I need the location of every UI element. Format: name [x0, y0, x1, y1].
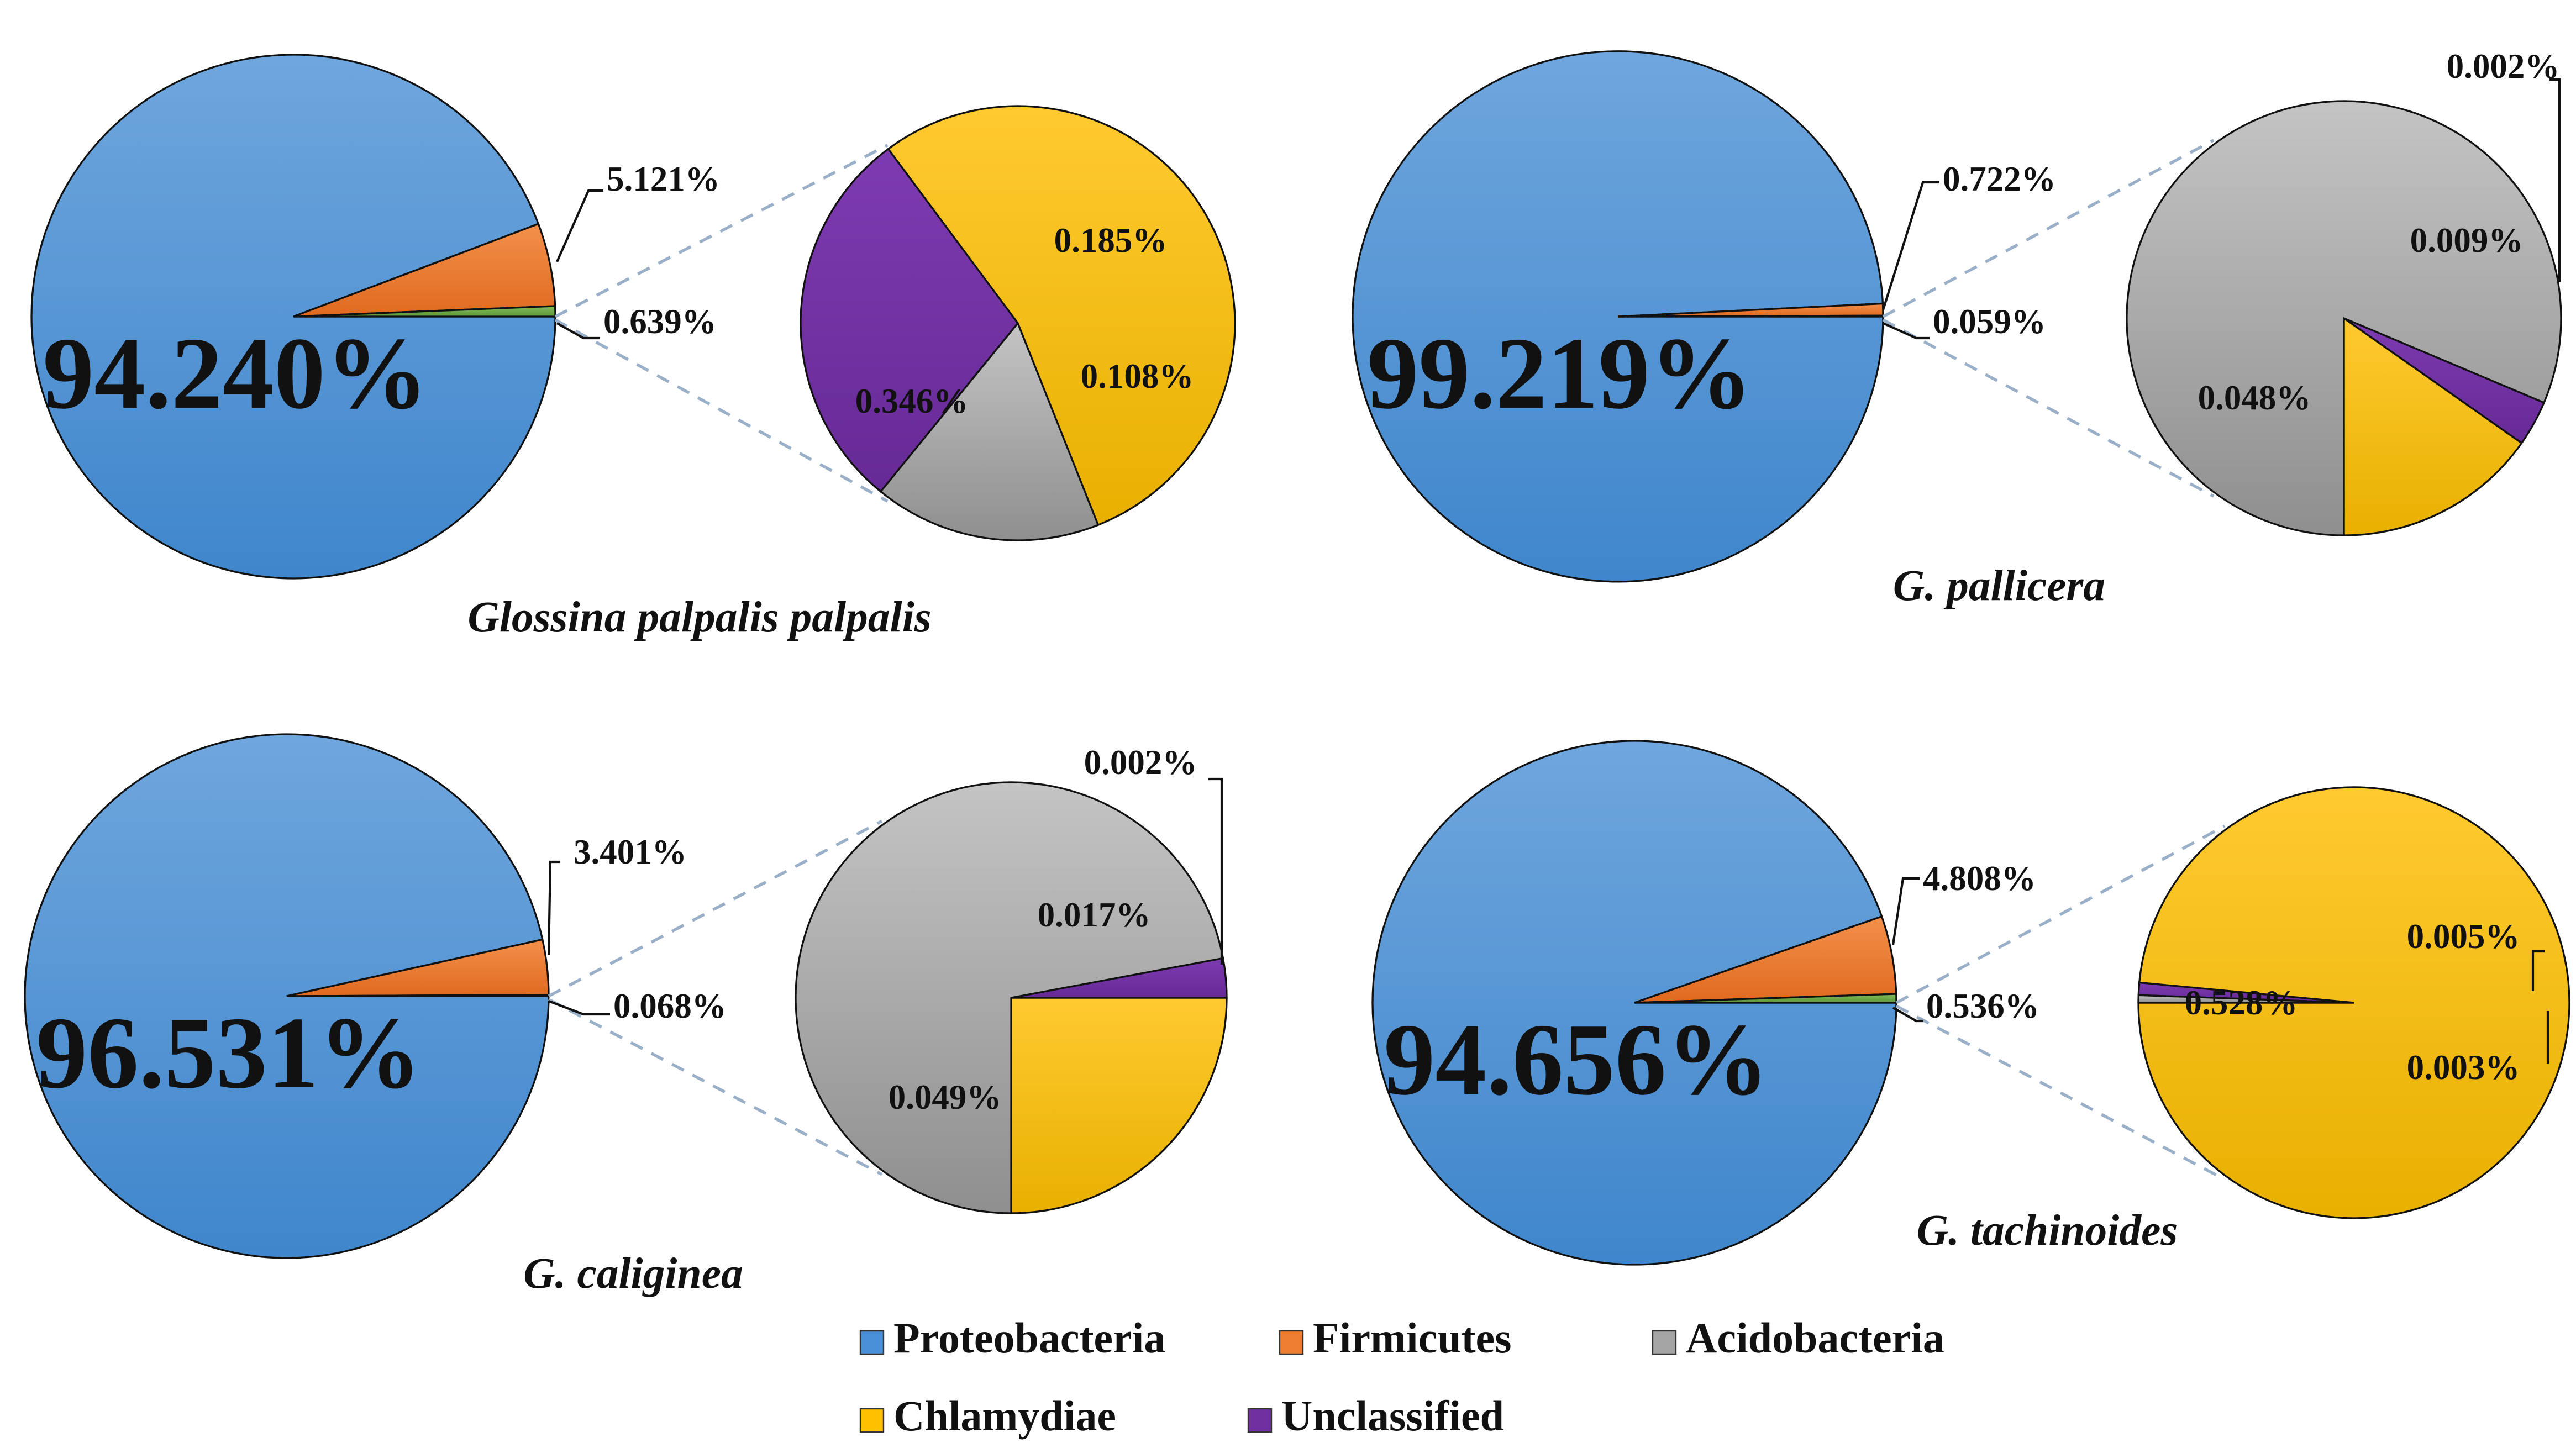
legend-swatch: [1279, 1330, 1304, 1355]
main-label-firmicutes: 0.722%: [1943, 160, 2056, 198]
detail-label-acidobacteria: 0.049%: [889, 1078, 1002, 1117]
legend-label: Firmicutes: [1313, 1314, 1512, 1362]
connector-line-bottom: [554, 318, 889, 503]
detail-slice-acidobacteria: [879, 321, 1100, 541]
legend-label: Chlamydiae: [893, 1392, 1116, 1440]
legend-item-chlamydiae: Chlamydiae: [859, 1392, 1116, 1440]
main-label-firmicutes: 4.808%: [1923, 859, 2036, 898]
main-label-proteobacteria: 94.656%: [1384, 1003, 1769, 1117]
detail-label-acidobacteria: 0.003%: [2407, 1048, 2520, 1087]
legend-item-proteobacteria: Proteobacteria: [859, 1314, 1165, 1362]
main-label-other: 0.536%: [1926, 987, 2039, 1025]
legend-swatch: [859, 1330, 885, 1355]
detail-slice-chlamydiae: [887, 105, 1236, 527]
main-slice-proteobacteria: [1371, 740, 1897, 1266]
detail-leader-unclassified: [1208, 777, 1223, 965]
main-slice-firmicutes: [293, 223, 556, 318]
legend-item-firmicutes: Firmicutes: [1279, 1314, 1512, 1362]
leader-line-other: [1892, 1007, 1923, 1023]
leader-line-other: [556, 322, 600, 340]
pie-title: Glossina palpalis palpalis: [467, 593, 931, 641]
connector-line-top: [1895, 824, 2226, 1004]
detail-leader-unclassified: [2531, 950, 2545, 991]
detail-label-unclassified: 0.002%: [2447, 47, 2560, 86]
connector-line-bottom: [548, 998, 883, 1176]
pie-title: G. pallicera: [1893, 561, 2105, 610]
detail-label-chlamydiae: 0.017%: [1038, 896, 1151, 934]
detail-label-unclassified: 0.002%: [1084, 743, 1197, 782]
detail-slice-acidobacteria: [795, 781, 1224, 1214]
main-label-proteobacteria: 94.240%: [43, 317, 428, 430]
pie-title: G. tachinoides: [1917, 1206, 2178, 1255]
detail-slice-acidobacteria: [2137, 994, 2354, 1004]
leader-line-other: [1883, 322, 1930, 340]
connector-line-bottom: [1895, 1004, 2226, 1181]
main-label-proteobacteria: 99.219%: [1367, 317, 1753, 430]
leader-line-firmicutes: [556, 189, 603, 262]
legend: Proteobacteria Firmicutes Acidobacteria Chl…: [859, 1314, 1944, 1440]
main-label-other: 0.059%: [1933, 302, 2046, 341]
detail-slice-chlamydiae: [2343, 316, 2523, 536]
connector-line-bottom: [1882, 318, 2215, 498]
connector-line-top: [548, 819, 883, 998]
detail-slice-chlamydiae: [1010, 997, 1228, 1214]
legend-item-unclassified: Unclassified: [1247, 1392, 1504, 1440]
pie-panel-4: 94.656% 4.808% 0.536% 0.528% 0.005% 0.003% G. …: [1371, 740, 2570, 1266]
leader-line-firmicutes: [1891, 877, 1920, 945]
legend-label: Unclassified: [1281, 1392, 1504, 1440]
connector-line-top: [554, 144, 889, 318]
detail-slice-acidobacteria: [2126, 100, 2562, 536]
main-label-other: 0.639%: [603, 302, 717, 341]
pie-panel-3: 96.531% 3.401% 0.068% 0.017% 0.002% 0.049% G. …: [24, 733, 1228, 1298]
detail-label-acidobacteria: 0.048%: [2198, 378, 2311, 417]
detail-leader-unclassified: [2549, 78, 2561, 282]
leader-line-firmicutes: [547, 860, 560, 955]
detail-label-unclassified: 0.185%: [1054, 221, 1168, 260]
legend-label: Acidobacteria: [1686, 1314, 1944, 1362]
legend-label: Proteobacteria: [893, 1314, 1165, 1362]
detail-slice-unclassified: [800, 148, 1019, 493]
legend-swatch: [1247, 1408, 1273, 1433]
leader-line-firmicutes: [1881, 181, 1939, 310]
main-label-firmicutes: 5.121%: [607, 160, 720, 198]
main-label-other: 0.068%: [613, 987, 727, 1025]
pie-panel-2: 99.219% 0.722% 0.059% 0.009% 0.002% 0.048% G. …: [1352, 47, 2562, 610]
detail-label-chlamydiae: 0.528%: [2185, 983, 2298, 1022]
detail-label-chlamydiae: 0.346%: [855, 382, 969, 420]
detail-label-unclassified: 0.005%: [2407, 917, 2520, 956]
leader-line-other: [548, 1000, 610, 1016]
main-label-firmicutes: 3.401%: [574, 833, 687, 871]
pie-title: G. caliginea: [523, 1249, 743, 1298]
detail-label-acidobacteria: 0.108%: [1081, 357, 1194, 396]
legend-swatch: [859, 1408, 885, 1433]
legend-swatch: [1652, 1330, 1677, 1355]
pie-panel-1: 94.240% 5.121% 0.639% 0.346% 0.185% 0.108% Glo…: [30, 54, 1236, 641]
detail-label-chlamydiae: 0.009%: [2410, 221, 2524, 260]
legend-item-acidobacteria: Acidobacteria: [1652, 1314, 1944, 1362]
main-label-proteobacteria: 96.531%: [36, 996, 422, 1110]
connector-line-top: [1882, 139, 2215, 318]
